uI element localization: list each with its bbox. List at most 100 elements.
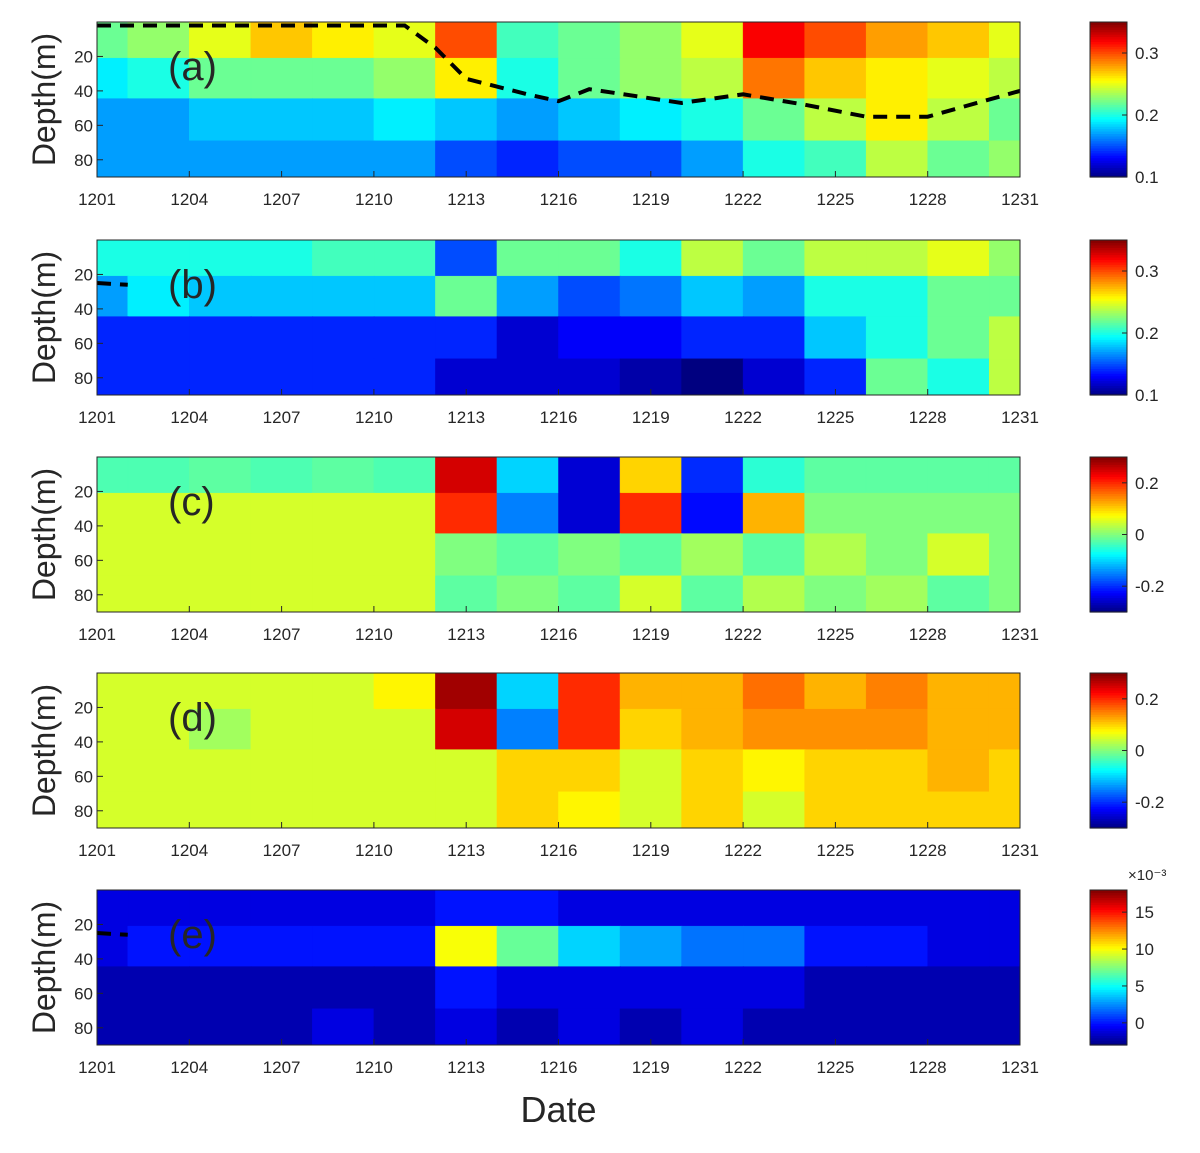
colorbar-swatch <box>1090 169 1127 173</box>
heat-cell <box>988 358 1020 395</box>
colorbar-swatch <box>1090 41 1127 45</box>
heat-cell <box>250 791 314 828</box>
heat-cell <box>250 240 314 277</box>
heat-cell <box>435 890 498 927</box>
colorbar-swatch <box>1090 517 1127 521</box>
colorbar-swatch <box>1090 370 1127 374</box>
x-tick-label: 1201 <box>78 190 116 209</box>
colorbar-swatch <box>1090 798 1127 802</box>
colorbar-swatch <box>1090 699 1127 703</box>
heat-cell <box>804 492 867 535</box>
colorbar-tick-label: -0.2 <box>1135 793 1164 812</box>
colorbar-swatch <box>1090 281 1127 285</box>
y-tick-label: 60 <box>74 334 93 353</box>
y-tick-label: 20 <box>74 915 93 934</box>
colorbar-swatch <box>1090 921 1127 925</box>
colorbar-swatch <box>1090 130 1127 135</box>
heat-cell <box>558 925 621 968</box>
colorbar-swatch <box>1090 740 1127 744</box>
colorbar-tick-label: 5 <box>1135 977 1144 996</box>
heat-cell <box>312 57 375 100</box>
heat-cell <box>742 22 806 59</box>
colorbar-swatch <box>1090 716 1127 720</box>
colorbar-swatch <box>1090 498 1127 502</box>
x-tick-label: 1222 <box>724 190 762 209</box>
colorbar-tick-label: 0 <box>1135 1014 1144 1033</box>
colorbar-swatch <box>1090 1025 1127 1029</box>
colorbar-tick-label: 0 <box>1135 742 1144 761</box>
colorbar-swatch <box>1090 68 1127 72</box>
colorbar-swatch <box>1090 1030 1127 1034</box>
heat-cell <box>250 57 314 100</box>
heat-cell <box>927 533 990 577</box>
heat-cell <box>312 240 375 277</box>
heat-cell <box>250 492 314 535</box>
plot-area <box>97 890 1020 1045</box>
heat-cell <box>127 1008 191 1045</box>
colorbar-swatch <box>1090 457 1127 461</box>
colorbar-swatch <box>1090 382 1127 386</box>
colorbar-swatch <box>1090 986 1127 990</box>
x-tick-label: 1228 <box>909 1058 947 1077</box>
colorbar-swatch <box>1090 481 1127 485</box>
colorbar-swatch <box>1090 794 1127 798</box>
colorbar-swatch <box>1090 996 1127 1000</box>
y-tick-label: 60 <box>74 767 93 786</box>
colorbar-swatch <box>1090 288 1127 292</box>
colorbar-swatch <box>1090 348 1127 353</box>
x-tick-label: 1222 <box>724 408 762 427</box>
colorbar-swatch <box>1090 162 1127 166</box>
colorbar-tick-label: -0.2 <box>1135 577 1164 596</box>
x-tick-label: 1225 <box>816 190 854 209</box>
heat-cell <box>988 925 1020 968</box>
heat-cell <box>804 316 867 360</box>
colorbar-swatch <box>1090 24 1127 28</box>
heat-cell <box>681 358 744 395</box>
heat-cell <box>988 791 1020 828</box>
colorbar-swatch <box>1090 106 1127 110</box>
x-tick-label: 1210 <box>355 841 393 860</box>
colorbar-swatch <box>1090 750 1127 754</box>
colorbar-scale-label: ×10⁻³ <box>1128 867 1166 884</box>
colorbar-swatch <box>1090 777 1127 781</box>
heat-cell <box>742 1008 806 1045</box>
heat-cell <box>496 925 560 968</box>
colorbar-swatch <box>1090 714 1127 718</box>
x-tick-label: 1228 <box>909 625 947 644</box>
heat-cell <box>681 316 744 360</box>
heat-cell <box>927 492 990 535</box>
colorbar-swatch <box>1090 909 1127 913</box>
colorbar-swatch <box>1090 476 1127 480</box>
heat-cell <box>742 492 806 535</box>
heat-cell <box>189 966 252 1010</box>
colorbar-swatch <box>1090 493 1127 497</box>
heat-cell <box>127 791 191 828</box>
colorbar-swatch <box>1090 818 1127 822</box>
colorbar-swatch <box>1090 781 1127 786</box>
heat-cell <box>742 890 806 927</box>
colorbar-swatch <box>1090 34 1127 38</box>
colorbar-swatch <box>1090 689 1127 693</box>
heat-cell <box>804 22 867 59</box>
heat-cell <box>927 98 990 142</box>
colorbar-swatch <box>1090 711 1127 715</box>
colorbar-swatch <box>1090 75 1127 79</box>
heat-cell <box>189 749 252 793</box>
x-tick-label: 1204 <box>170 625 208 644</box>
y-tick-label: 80 <box>74 151 93 170</box>
colorbar-swatch <box>1090 38 1127 42</box>
colorbar-swatch <box>1090 706 1127 710</box>
colorbar-swatch <box>1090 254 1127 258</box>
colorbar-swatch <box>1090 500 1127 504</box>
colorbar-swatch <box>1090 89 1127 93</box>
colorbar-swatch <box>1090 825 1127 829</box>
colorbar-swatch <box>1090 755 1127 759</box>
colorbar-swatch <box>1090 745 1127 749</box>
heat-cell <box>558 708 621 751</box>
colorbar-tick-label: 0.2 <box>1135 106 1159 125</box>
heat-cell <box>312 1008 375 1045</box>
x-tick-label: 1204 <box>170 841 208 860</box>
colorbar-swatch <box>1090 486 1127 490</box>
heat-cell <box>373 457 437 494</box>
